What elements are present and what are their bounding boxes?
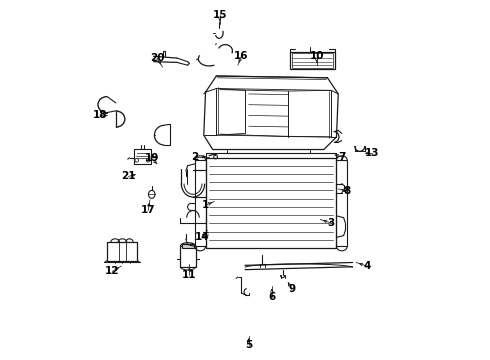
Bar — [182, 244, 194, 248]
Text: 7: 7 — [338, 152, 345, 162]
Text: 1: 1 — [202, 200, 209, 210]
Text: 16: 16 — [234, 51, 248, 61]
Bar — [195, 160, 205, 246]
Text: 14: 14 — [195, 232, 209, 242]
Bar — [205, 158, 337, 248]
Text: 18: 18 — [93, 111, 107, 121]
Text: 10: 10 — [310, 51, 324, 61]
Bar — [107, 242, 137, 261]
Text: 11: 11 — [182, 270, 196, 280]
Text: 12: 12 — [105, 266, 120, 276]
Bar — [337, 160, 347, 246]
Text: 3: 3 — [327, 218, 335, 228]
Text: 6: 6 — [268, 292, 275, 302]
Text: 17: 17 — [141, 206, 155, 216]
Bar — [292, 53, 333, 68]
Text: 2: 2 — [191, 152, 198, 162]
Text: 21: 21 — [121, 171, 136, 181]
Text: 5: 5 — [245, 340, 252, 350]
Bar — [134, 149, 151, 164]
Text: 8: 8 — [343, 186, 351, 196]
Text: 19: 19 — [145, 153, 159, 163]
Text: 15: 15 — [213, 10, 227, 20]
Text: 4: 4 — [363, 261, 370, 271]
Text: 20: 20 — [150, 53, 164, 63]
Bar — [290, 51, 335, 69]
Text: 9: 9 — [288, 284, 295, 294]
Text: 13: 13 — [365, 148, 380, 158]
Bar — [180, 246, 196, 267]
